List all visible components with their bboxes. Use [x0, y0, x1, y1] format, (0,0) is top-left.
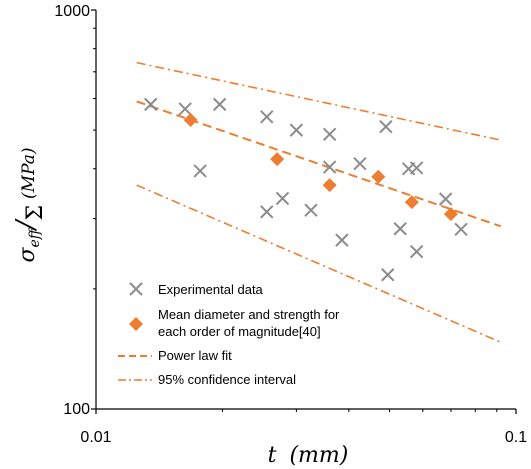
experimental-data-point	[393, 222, 407, 236]
y-axis-numerator-subscript: eff	[27, 227, 43, 247]
mean-strength-point	[270, 152, 285, 167]
confidence-upper-line	[136, 61, 501, 141]
experimental-data-point	[178, 102, 192, 116]
x-tick-label-right: 0.1	[505, 429, 527, 446]
x-marker-stroke	[193, 164, 207, 178]
x-marker-stroke	[289, 123, 304, 137]
y-tick-label-bottom: 100	[63, 401, 90, 418]
experimental-data-markers	[144, 97, 468, 282]
y-axis-numerator: σ	[15, 247, 40, 263]
x-marker-stroke	[353, 156, 367, 171]
legend-x-marker	[129, 282, 143, 296]
experimental-data-point	[353, 156, 367, 171]
legend-experimental-symbol	[129, 282, 143, 296]
x-axis-unit: (mm)	[289, 443, 348, 468]
mean-strength-markers	[183, 113, 458, 222]
power-law-fit-line	[136, 100, 502, 228]
x-axis-variable: t	[268, 443, 277, 468]
legend-mean-label: Mean diameter and strength for each orde…	[158, 307, 343, 339]
experimental-data-point	[379, 119, 393, 134]
x-marker-stroke	[379, 119, 393, 134]
legend-diamond-marker	[129, 317, 143, 331]
mean-strength-point	[183, 113, 198, 128]
experimental-data-point	[212, 97, 227, 112]
confidence-interval-lines	[136, 61, 502, 343]
x-marker-stroke	[381, 268, 395, 282]
experimental-data-point	[260, 110, 274, 124]
experimental-data-point	[381, 268, 395, 282]
x-marker-stroke	[409, 161, 424, 175]
y-tick-label-top: 1000	[54, 3, 90, 20]
y-axis-fraction-slash: /	[11, 218, 41, 232]
svg-text:σeff/Σ(MPa): σeff/Σ (MPa)	[11, 147, 48, 262]
x-marker-stroke	[393, 222, 407, 236]
experimental-data-point	[322, 127, 337, 142]
x-marker-stroke	[178, 102, 192, 116]
x-marker-stroke	[335, 233, 349, 247]
x-marker-stroke	[454, 222, 468, 237]
mean-strength-point	[404, 195, 419, 210]
experimental-data-point	[260, 205, 274, 219]
experimental-data-point	[144, 97, 158, 112]
x-axis-title: t (mm)	[268, 443, 349, 468]
x-marker-stroke	[275, 191, 290, 206]
legend-power-law-fit-label: Power law fit	[158, 348, 232, 363]
x-marker-stroke	[144, 97, 158, 112]
x-marker-stroke	[322, 127, 337, 142]
experimental-data-point	[322, 160, 337, 174]
legend-mean-label-line-2: each order of magnitude[40]	[158, 324, 321, 339]
experimental-data-point	[409, 244, 424, 259]
x-marker-stroke	[304, 203, 318, 217]
y-axis-title: σeff/Σ (MPa)	[11, 147, 48, 262]
experimental-data-point	[275, 191, 290, 206]
legend-mean-label-line-1: Mean diameter and strength for	[158, 307, 340, 322]
experimental-data-point	[304, 203, 318, 217]
x-marker-stroke	[129, 282, 143, 296]
experimental-data-point	[335, 233, 349, 247]
x-tick-label-left: 0.01	[80, 429, 111, 446]
experimental-data-point	[289, 123, 304, 137]
power-law-fit-segment	[136, 100, 502, 228]
mean-strength-point	[371, 169, 386, 184]
x-marker-stroke	[438, 192, 453, 206]
y-axis-denominator: Σ	[23, 205, 48, 221]
x-marker-stroke	[322, 160, 337, 174]
legend-confidence-interval-label: 95% confidence interval	[158, 372, 296, 387]
y-axis-unit: (MPa)	[19, 147, 39, 198]
legend-mean-symbol	[129, 317, 143, 331]
experimental-data-point	[409, 161, 424, 175]
legend-experimental-label: Experimental data	[158, 282, 264, 297]
x-marker-stroke	[260, 110, 274, 124]
experimental-data-point	[438, 192, 453, 206]
mean-strength-point	[443, 207, 458, 222]
confidence-lower-line	[136, 184, 502, 343]
legend: Experimental data Mean diameter and stre…	[118, 282, 343, 387]
experimental-data-point	[454, 222, 468, 237]
x-marker-stroke	[260, 205, 274, 219]
x-marker-stroke	[409, 244, 424, 259]
mean-strength-point	[322, 178, 337, 193]
x-marker-stroke	[212, 97, 227, 112]
experimental-data-point	[193, 164, 207, 178]
plot-frame	[91, 9, 517, 414]
